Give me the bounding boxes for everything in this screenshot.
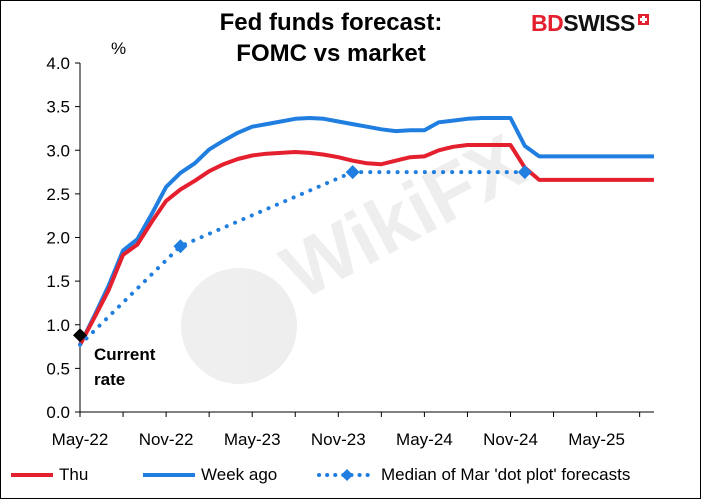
logo-part-bd: BD [531, 9, 564, 36]
legend-swatch-thu [11, 473, 53, 477]
x-tick-label: May-25 [568, 430, 625, 449]
x-tick-label: Nov-22 [139, 430, 194, 449]
chart-title-line-2: FOMC vs market [236, 40, 426, 67]
logo-part-swiss: SWISS [563, 9, 635, 36]
y-tick-label: 0.5 [46, 359, 70, 378]
watermark-logo-icon [181, 268, 297, 384]
current-rate-label-line-2: rate [94, 370, 125, 389]
dot-plot-point [173, 239, 188, 254]
legend-label-thu: Thu [59, 465, 89, 484]
x-tick-label: May-23 [224, 430, 281, 449]
chart-title-line-1: Fed funds forecast: [219, 9, 443, 36]
legend-swatch-week-ago [143, 473, 195, 477]
chart-plot: WikiFX 0.0 0.5 1.0 1.5 2.0 2.5 3.0 3.5 4.0 May-22… [46, 39, 654, 449]
x-tick-label: Nov-23 [311, 430, 366, 449]
series-line-week-ago [78, 116, 654, 346]
legend-item-dot-plot: Median of Mar 'dot plot' forecasts [317, 461, 630, 489]
legend-label-dot-plot: Median of Mar 'dot plot' forecasts [381, 465, 631, 484]
y-tick-label: 1.0 [46, 316, 70, 335]
y-tick-label: 0.0 [46, 403, 70, 422]
x-tick-label: May-22 [52, 430, 109, 449]
y-tick-label: 4.0 [46, 54, 70, 73]
x-tick-label: May-24 [396, 430, 453, 449]
y-axis-unit-label: % [111, 39, 126, 58]
y-tick-label: 3.0 [46, 141, 70, 160]
chart-title: Fed funds forecast: FOMC vs market [181, 7, 481, 69]
dot-plot-point [345, 165, 360, 180]
current-rate-label-line-1: Current [94, 345, 156, 364]
y-tick-label: 3.5 [46, 98, 70, 117]
y-tick-label: 2.0 [46, 229, 70, 248]
y-tick-label: 2.5 [46, 185, 70, 204]
current-rate-marker [73, 328, 87, 343]
legend-swatch-dot-plot [317, 469, 377, 481]
legend-item-thu: Thu [9, 461, 88, 489]
bdswiss-logo: BD SWISS [531, 9, 649, 37]
legend-item-week-ago: Week ago [141, 461, 277, 489]
legend-label-week-ago: Week ago [201, 465, 278, 484]
legend: Thu Week ago Median of Mar 'dot plot' fo… [1, 461, 700, 489]
watermark: WikiFX [181, 117, 538, 384]
dot-plot-point [517, 165, 532, 180]
swiss-flag-icon [637, 4, 649, 31]
y-tick-label: 1.5 [46, 272, 70, 291]
series-line-thu [78, 143, 654, 346]
series-layer [73, 116, 654, 347]
axes: 0.0 0.5 1.0 1.5 2.0 2.5 3.0 3.5 4.0 May-22 Nov-22 M… [46, 54, 654, 449]
x-tick-label: Nov-24 [483, 430, 538, 449]
